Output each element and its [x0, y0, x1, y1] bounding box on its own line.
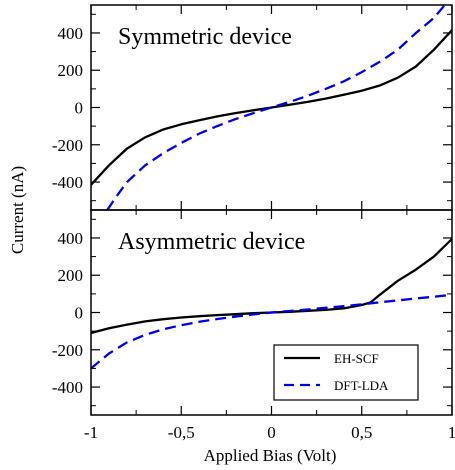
x-tick-label: 0,5 [351, 423, 372, 442]
x-axis-title: Applied Bias (Volt) [204, 446, 337, 465]
y-tick-label: 200 [58, 61, 84, 80]
legend-label-dft-lda: DFT-LDA [334, 378, 389, 393]
legend-label-eh-scf: EH-SCF [334, 351, 379, 366]
x-tick-label: -0,5 [168, 423, 195, 442]
legend-box [273, 344, 419, 401]
series-line-eh-scf-asymmetric-device [91, 238, 452, 335]
y-tick-label: -200 [52, 341, 83, 360]
panel-asymmetric-device: 400 200 0 -200 -400 Asymmetric device [52, 209, 453, 416]
series-line-dft-lda-symmetric-device [106, 5, 446, 210]
y-tick-label: 0 [75, 304, 84, 323]
y-tick-label: 0 [75, 99, 84, 118]
chart-panels: 400 200 0 -200 -400 Symmetric device 400 200 0 -2… [52, 4, 455, 442]
x-tick-label: 0 [267, 423, 276, 442]
y-tick-label: 400 [58, 229, 84, 248]
y-axis-title: Current (nA) [8, 166, 27, 254]
legend: EH-SCF DFT-LDA [273, 344, 419, 401]
y-tick-label: -400 [52, 378, 83, 397]
y-tick-label: -400 [52, 173, 83, 192]
y-tick-label: 200 [58, 266, 84, 285]
x-tick-label: -1 [84, 423, 98, 442]
series-line-dft-lda-asymmetric-device [91, 293, 452, 370]
y-tick-label: 400 [58, 24, 84, 43]
panel-symmetric-device: 400 200 0 -200 -400 Symmetric device [52, 4, 453, 211]
panel-title: Symmetric device [118, 24, 292, 50]
y-tick-label: -200 [52, 136, 83, 155]
x-tick-label: 1 [448, 423, 455, 442]
panel-title: Asymmetric device [118, 229, 305, 255]
series-line-eh-scf-symmetric-device [91, 29, 452, 186]
